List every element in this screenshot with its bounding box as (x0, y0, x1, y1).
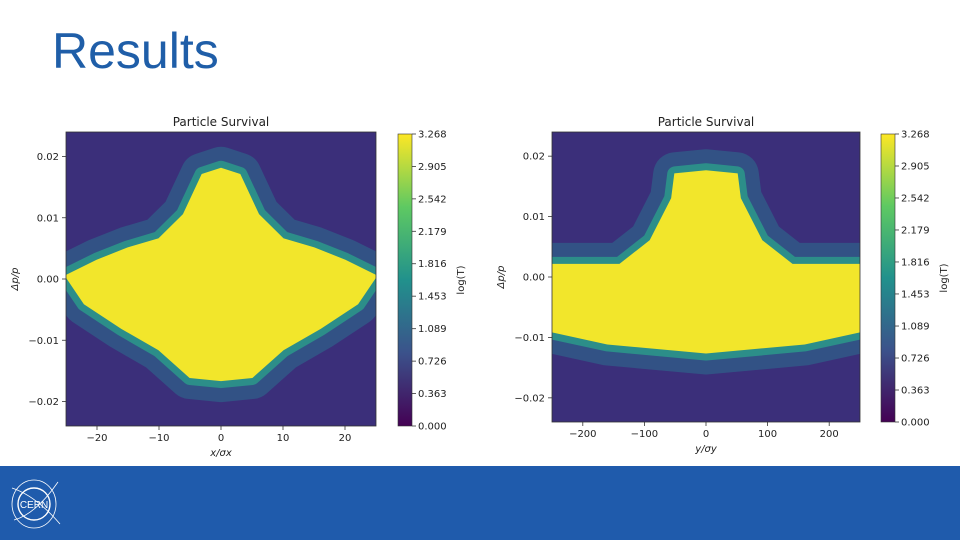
x-tick-label: 20 (339, 433, 352, 444)
x-axis-label: y/σy (694, 444, 718, 455)
y-tick-label: 0.00 (523, 273, 545, 284)
colorbar-label: log(T) (456, 265, 467, 294)
x-tick-label: 200 (820, 429, 839, 440)
y-tick-label: −0.01 (28, 336, 59, 347)
y-tick-label: 0.02 (37, 152, 59, 163)
x-tick-label: −20 (86, 433, 107, 444)
colorbar-tick-label: 2.905 (901, 161, 930, 172)
x-tick-label: −200 (569, 429, 596, 440)
y-tick-label: 0.01 (523, 212, 545, 223)
colorbar-tick-label: 2.542 (418, 194, 447, 205)
colorbar-tick-label: 2.179 (418, 227, 447, 238)
colorbar-tick-label: 2.542 (901, 193, 930, 204)
colorbar-tick-label: 3.268 (901, 130, 930, 141)
heatmap-x-panel: Particle Survival −20 −10 0 10 20 −0.02 −0.01 0.… (0, 108, 470, 464)
y-axis-label: Δp/p (496, 266, 507, 290)
colorbar-tick-label: 1.453 (901, 289, 930, 300)
surviving-region (66, 167, 376, 382)
colorbar (397, 133, 413, 427)
colorbar-tick-label: 1.816 (418, 259, 447, 270)
y-axis-label: Δp/p (10, 268, 21, 292)
surviving-region (552, 170, 860, 354)
colorbar-tick-label: 1.816 (901, 257, 930, 268)
y-tick-label: 0.02 (523, 152, 545, 163)
x-axis-label: x/σx (209, 448, 232, 459)
y-tick-label: −0.02 (28, 397, 59, 408)
colorbar-tick-label: 0.363 (418, 389, 447, 400)
x-tick-label: 10 (277, 433, 290, 444)
x-tick-label: −10 (148, 433, 169, 444)
cern-logo-icon: CERN (6, 474, 68, 534)
colorbar-tick-label: 1.453 (418, 292, 447, 303)
colorbar-tick-label: 3.268 (418, 130, 447, 141)
x-tick-label: 0 (703, 429, 709, 440)
colorbar-tick-label: 1.089 (901, 322, 930, 333)
chart-title: Particle Survival (658, 115, 755, 129)
colorbar (880, 133, 896, 423)
x-tick-label: −100 (631, 429, 658, 440)
colorbar-tick-label: 0.726 (418, 357, 447, 368)
y-tick-label: 0.01 (37, 213, 59, 224)
colorbar-tick-label: 0.726 (901, 354, 930, 365)
x-tick-label: 100 (758, 429, 777, 440)
colorbar-tick-label: 0.363 (901, 386, 930, 397)
x-tick-label: 0 (218, 433, 224, 444)
colorbar-label: log(T) (939, 263, 950, 292)
colorbar-tick-label: 0.000 (418, 422, 447, 433)
colorbar-tick-label: 1.089 (418, 324, 447, 335)
colorbar-tick-label: 2.179 (901, 225, 930, 236)
y-tick-label: 0.00 (37, 275, 59, 286)
chart-title: Particle Survival (173, 115, 270, 129)
colorbar-tick-label: 0.000 (901, 418, 930, 429)
svg-text:CERN: CERN (20, 500, 48, 511)
slide-title: Results (52, 23, 219, 79)
y-tick-label: −0.01 (514, 333, 545, 344)
colorbar-tick-label: 2.905 (418, 162, 447, 173)
heatmap-y-panel: Particle Survival −200 −100 0 100 200 −0.02 −0.… (488, 108, 960, 464)
footer-bar: CERN (0, 466, 960, 540)
y-tick-label: −0.02 (514, 393, 545, 404)
